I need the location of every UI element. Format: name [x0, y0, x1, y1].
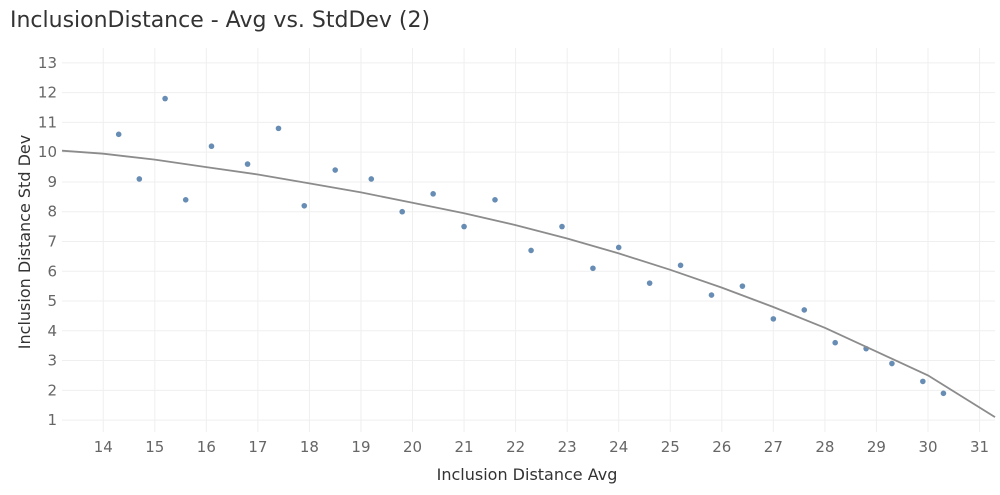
data-point: [208, 143, 215, 150]
y-tick-label: 2: [47, 381, 57, 399]
x-tick-label: 30: [918, 438, 937, 456]
data-point: [461, 223, 467, 230]
data-point: [528, 247, 534, 254]
x-tick-label: 24: [609, 438, 628, 456]
data-point: [136, 176, 143, 182]
x-tick-label: 26: [712, 438, 731, 456]
data-point: [430, 191, 436, 197]
data-point: [301, 202, 308, 209]
x-tick-label: 28: [815, 438, 834, 456]
x-tick-label: 23: [558, 438, 577, 456]
data-point: [332, 167, 339, 173]
y-tick-label: 7: [47, 232, 57, 250]
y-tick-label: 10: [38, 143, 57, 161]
data-point: [162, 95, 168, 102]
data-point: [182, 197, 189, 203]
x-tick-label: 17: [248, 438, 267, 456]
y-tick-label: 3: [47, 352, 57, 370]
data-point: [832, 339, 838, 346]
x-tick-label: 20: [403, 438, 422, 456]
x-tick-label: 19: [351, 438, 370, 456]
x-tick-label: 22: [506, 438, 525, 456]
data-point: [739, 283, 746, 289]
data-points: [115, 95, 947, 397]
data-point: [801, 307, 808, 313]
y-tick-label: 4: [47, 322, 57, 340]
x-axis-label: Inclusion Distance Avg: [437, 465, 618, 484]
data-point: [590, 265, 596, 272]
x-tick-label: 27: [764, 438, 783, 456]
data-point: [615, 244, 622, 251]
x-tick-label: 16: [197, 438, 216, 456]
data-point: [492, 197, 498, 203]
y-tick-label: 5: [47, 292, 57, 310]
data-point: [646, 280, 653, 286]
data-point: [889, 360, 895, 367]
data-point: [559, 223, 565, 230]
chart-title: InclusionDistance - Avg vs. StdDev (2): [10, 8, 431, 33]
data-point: [940, 390, 947, 397]
y-tick-label: 13: [38, 54, 57, 72]
x-tick-label: 14: [94, 438, 113, 456]
data-point: [708, 292, 715, 298]
y-tick-label: 6: [47, 262, 57, 280]
data-point: [399, 208, 406, 215]
y-tick-label: 12: [38, 84, 57, 102]
x-tick-label: 31: [970, 438, 989, 456]
data-point: [770, 316, 777, 322]
x-axis-ticks: 14 15 16 17 18 19 20 21 22 23 24 25 26 27 28 29 30 31: [94, 438, 989, 456]
y-tick-label: 11: [38, 113, 57, 131]
y-axis-label: Inclusion Distance Std Dev: [15, 135, 34, 349]
x-tick-label: 18: [300, 438, 319, 456]
x-tick-label: 21: [455, 438, 474, 456]
x-tick-label: 25: [661, 438, 680, 456]
y-tick-label: 1: [47, 411, 57, 429]
trend-line-path: [61, 149, 996, 418]
data-point: [275, 125, 282, 132]
grid-lines: [62, 48, 995, 432]
data-point: [677, 262, 684, 269]
y-tick-label: 9: [47, 173, 57, 191]
data-point: [920, 378, 926, 385]
trend-line: [61, 149, 996, 418]
y-tick-label: 8: [47, 203, 57, 221]
x-tick-label: 29: [867, 438, 886, 456]
data-point: [115, 131, 122, 138]
x-tick-label: 15: [145, 438, 164, 456]
data-point: [244, 161, 251, 167]
data-point: [368, 176, 375, 182]
